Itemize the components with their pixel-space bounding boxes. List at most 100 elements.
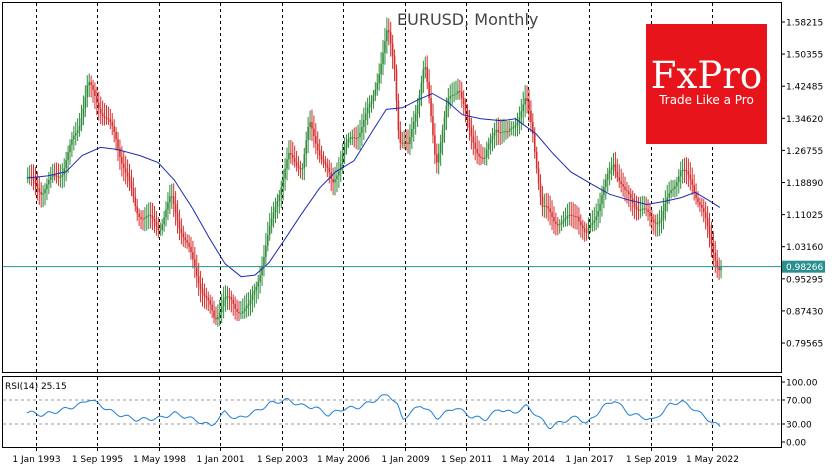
candle-bear xyxy=(105,117,108,119)
candle-bull xyxy=(374,89,377,96)
candle-bull xyxy=(347,139,350,143)
candle-bull xyxy=(587,227,590,233)
candle-bear xyxy=(499,132,501,134)
candle-bear xyxy=(622,183,624,187)
candle-bear xyxy=(324,161,327,165)
candle-bear xyxy=(472,136,475,143)
candle-bear xyxy=(460,91,463,99)
candle-bear xyxy=(211,304,213,311)
candle-bull xyxy=(656,223,659,225)
candle-bull xyxy=(63,168,66,175)
time-tick-label: 1 Sep 2019 xyxy=(626,455,678,465)
candle-bear xyxy=(436,154,438,163)
candle-bull xyxy=(658,221,661,224)
candle-bull xyxy=(608,170,611,175)
candle-bull xyxy=(411,128,413,137)
candle-bear xyxy=(155,222,158,227)
candle-bear xyxy=(94,89,96,96)
candle-bear xyxy=(583,228,586,232)
candle-bull xyxy=(80,117,83,126)
candle-bull xyxy=(605,179,607,187)
candle-bear xyxy=(393,56,396,70)
price-tick-label: 1.18890 xyxy=(786,179,823,189)
candle-bull xyxy=(386,30,388,42)
candle-bear xyxy=(464,104,467,111)
candle-bear xyxy=(184,237,187,241)
candle-bear xyxy=(614,164,617,172)
candle-bull xyxy=(220,306,223,313)
candle-bull xyxy=(167,202,169,210)
candle-bear xyxy=(215,317,217,320)
candle-bull xyxy=(67,152,69,161)
rsi-line xyxy=(26,394,721,430)
candle-bear xyxy=(539,183,542,197)
candle-bear xyxy=(322,159,325,162)
candle-bear xyxy=(637,209,640,211)
vertical-gridlines xyxy=(36,3,713,447)
candle-bull xyxy=(589,224,592,228)
time-tick-label: 1 Jan 2017 xyxy=(565,455,613,465)
candle-bull xyxy=(146,215,148,218)
candle-bull xyxy=(349,137,352,140)
candle-bear xyxy=(186,240,188,243)
candle-bear xyxy=(633,202,636,207)
candle-bull xyxy=(71,139,73,145)
candle-bull xyxy=(351,137,354,139)
candle-bull xyxy=(222,299,225,307)
fxpro-tagline: Trade Like a Pro xyxy=(658,93,754,107)
candle-bull xyxy=(424,67,427,70)
candle-bear xyxy=(313,128,315,137)
candle-bear xyxy=(132,188,135,197)
candle-bull xyxy=(503,131,505,133)
candle-bull xyxy=(243,308,246,312)
candle-bear xyxy=(353,137,356,139)
candle-bull xyxy=(418,94,421,106)
candle-bear xyxy=(647,209,649,213)
candle-bull xyxy=(501,132,503,134)
candle-bear xyxy=(712,244,715,254)
candle-bull xyxy=(165,209,167,218)
candle-bear xyxy=(530,110,532,122)
candle-bear xyxy=(616,171,619,178)
candle-bear xyxy=(528,100,530,111)
candle-bear xyxy=(468,118,471,128)
candle-bull xyxy=(564,218,567,221)
candle-bull xyxy=(286,159,288,169)
candle-bear xyxy=(551,212,553,218)
candle-bear xyxy=(545,205,548,207)
candle-bull xyxy=(44,189,46,194)
candle-bear xyxy=(178,220,181,229)
price-tick-label: 1.26755 xyxy=(786,147,823,157)
candle-bull xyxy=(224,296,227,300)
candle-bull xyxy=(505,131,507,133)
candle-bear xyxy=(426,67,429,82)
candle-bear xyxy=(478,153,480,157)
candle-bear xyxy=(209,300,211,305)
price-tick-label: 1.58215 xyxy=(786,19,823,29)
candle-bear xyxy=(624,186,626,190)
candle-bear xyxy=(111,121,114,127)
candle-bull xyxy=(558,224,561,226)
candle-bear xyxy=(535,151,538,169)
candle-bear xyxy=(428,81,430,99)
time-tick-label: 1 Jan 2001 xyxy=(196,455,244,465)
candle-bull xyxy=(363,120,365,127)
candle-bull xyxy=(491,135,494,140)
candle-bull xyxy=(437,153,440,163)
fxpro-logo: FxPro Trade Like a Pro xyxy=(646,24,767,144)
candle-bear xyxy=(578,216,580,222)
time-tick-label: 1 May 2014 xyxy=(502,455,555,465)
candle-bear xyxy=(693,184,695,193)
candle-bear xyxy=(635,206,638,210)
candle-bear xyxy=(151,215,154,219)
candle-bear xyxy=(574,216,576,218)
candle-bull xyxy=(309,122,311,128)
candle-bull xyxy=(384,41,386,53)
candle-bull xyxy=(601,195,603,204)
candle-bull xyxy=(612,164,615,168)
candle-bear xyxy=(685,169,688,172)
candle-bull xyxy=(159,229,162,231)
candle-bear xyxy=(176,212,179,221)
price-candles xyxy=(26,17,722,327)
candle-bear xyxy=(474,142,477,149)
